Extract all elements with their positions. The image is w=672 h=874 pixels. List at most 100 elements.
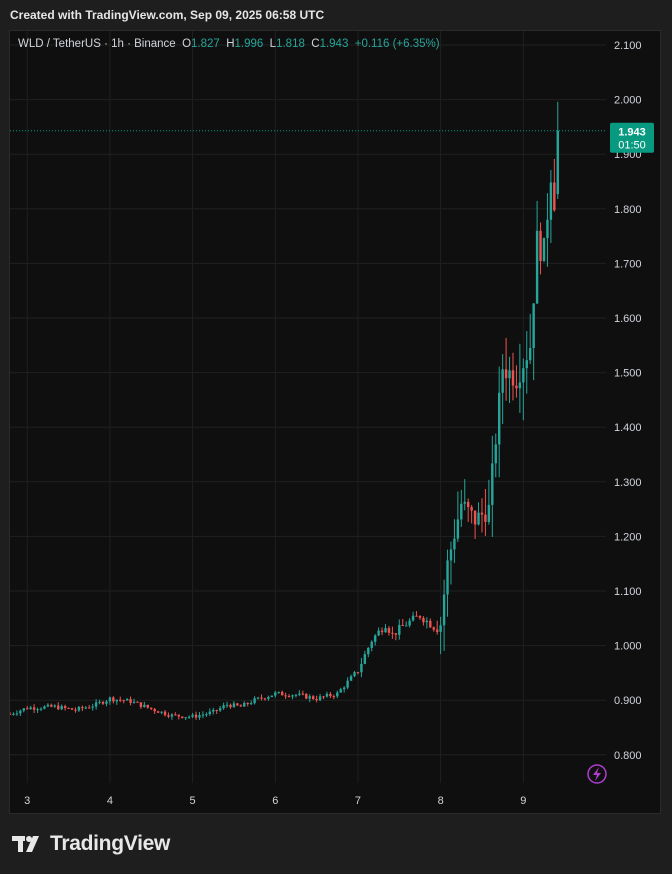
- candle-body: [119, 699, 122, 701]
- candle-body: [284, 695, 287, 697]
- candle-body: [339, 689, 342, 693]
- candle-body: [308, 696, 311, 699]
- symbol-legend: WLD / TetherUS · 1h · Binance O1.827 H1.…: [18, 38, 440, 50]
- chart-panel[interactable]: 2.100 2.000 1.900 1.800 1.700 1.600 1.500 1.400…: [9, 30, 661, 814]
- candle-body: [487, 504, 491, 522]
- candle-body: [480, 512, 484, 515]
- legend-part: C: [311, 38, 319, 50]
- candle-body: [329, 693, 332, 697]
- candle-body: [456, 519, 460, 539]
- candle-body: [246, 702, 249, 704]
- candle-body: [67, 707, 70, 709]
- candle-body: [222, 705, 225, 709]
- y-axis-tick-label: 1.700: [614, 258, 642, 270]
- tradingview-logo-icon: [12, 836, 39, 852]
- x-axis-tick-label: 9: [520, 795, 526, 807]
- candle-body: [301, 693, 305, 695]
- candle-body: [60, 706, 63, 710]
- candle-body: [466, 501, 470, 508]
- candle-body: [146, 704, 150, 708]
- candle-body: [74, 709, 77, 711]
- candlestick-chart[interactable]: 2.1002.0001.9001.8001.7001.6001.5001.400…: [10, 31, 662, 815]
- candle-body: [232, 703, 236, 708]
- candle-body: [12, 713, 15, 715]
- candle-body: [22, 708, 25, 711]
- candle-body: [115, 699, 119, 702]
- candle-body: [53, 705, 56, 707]
- candle-body: [332, 696, 336, 698]
- y-axis-tick-label: 2.000: [614, 95, 642, 107]
- y-axis-tick-label: 1.300: [614, 477, 642, 489]
- legend-part: O: [182, 38, 191, 50]
- candle-body: [518, 382, 522, 389]
- candle-body: [70, 708, 74, 710]
- candle-body: [336, 692, 339, 697]
- candle-body: [411, 615, 415, 621]
- candle-body: [394, 633, 398, 635]
- candle-body: [432, 627, 435, 630]
- y-axis-tick-label: 1.200: [614, 531, 642, 543]
- candle-body: [497, 392, 501, 445]
- y-axis-tick-label: 0.900: [614, 695, 642, 707]
- candle-body: [346, 680, 349, 688]
- candle-body: [291, 695, 294, 697]
- candle-body: [243, 702, 246, 707]
- candle-body: [542, 238, 546, 262]
- candle-body: [425, 620, 429, 623]
- candle-body: [556, 130, 559, 195]
- candle-body: [143, 704, 146, 708]
- candle-body: [274, 692, 277, 696]
- candle-body: [367, 647, 370, 655]
- last-price-value: 1.943: [618, 127, 646, 139]
- candle-body: [26, 708, 29, 710]
- candle-body: [501, 369, 504, 393]
- lightning-icon[interactable]: [587, 764, 607, 784]
- x-axis-tick-label: 8: [438, 795, 444, 807]
- legend-part: 1.827: [191, 38, 226, 50]
- candle-body: [112, 697, 115, 702]
- candle-body: [491, 463, 494, 505]
- candle-body: [256, 697, 260, 699]
- candle-body: [229, 704, 232, 708]
- candle-body: [435, 629, 439, 632]
- candle-body: [46, 704, 50, 707]
- candle-body: [167, 715, 170, 717]
- candle-body: [511, 370, 515, 386]
- candle-body: [205, 714, 208, 716]
- candle-body: [449, 549, 453, 561]
- candle-body: [508, 370, 511, 379]
- candle-body: [532, 303, 535, 348]
- candle-body: [129, 698, 132, 703]
- candle-body: [535, 230, 539, 304]
- candle-body: [191, 714, 194, 717]
- candle-body: [404, 625, 408, 627]
- y-axis-tick-label: 1.600: [614, 313, 642, 325]
- candle-body: [198, 715, 201, 718]
- candle-body: [539, 230, 542, 262]
- created-with-caption: Created with TradingView.com, Sep 09, 20…: [10, 8, 325, 22]
- y-axis-tick-label: 1.800: [614, 204, 642, 216]
- candle-body: [10, 713, 12, 715]
- candle-body: [442, 594, 446, 626]
- candle-body: [108, 697, 112, 702]
- candle-body: [77, 707, 81, 711]
- candle-body: [360, 663, 363, 673]
- candle-body: [101, 701, 105, 704]
- candle-body: [132, 701, 136, 703]
- x-axis-tick-label: 6: [272, 795, 278, 807]
- candle-body: [181, 716, 184, 718]
- y-axis-tick-label: 0.800: [614, 750, 642, 762]
- legend-part: +0.116 (+6.35%): [355, 38, 440, 50]
- x-axis-tick-label: 7: [355, 795, 361, 807]
- candle-body: [215, 709, 218, 711]
- candle-body: [356, 672, 360, 674]
- candle-body: [170, 714, 174, 717]
- candle-body: [373, 635, 377, 642]
- candle-body: [549, 182, 553, 220]
- candle-body: [94, 702, 98, 707]
- candle-body: [504, 369, 508, 379]
- y-axis-tick-label: 2.100: [614, 40, 642, 52]
- candle-body: [280, 691, 284, 696]
- candle-body: [384, 628, 387, 633]
- legend-part: 1.943: [320, 38, 355, 50]
